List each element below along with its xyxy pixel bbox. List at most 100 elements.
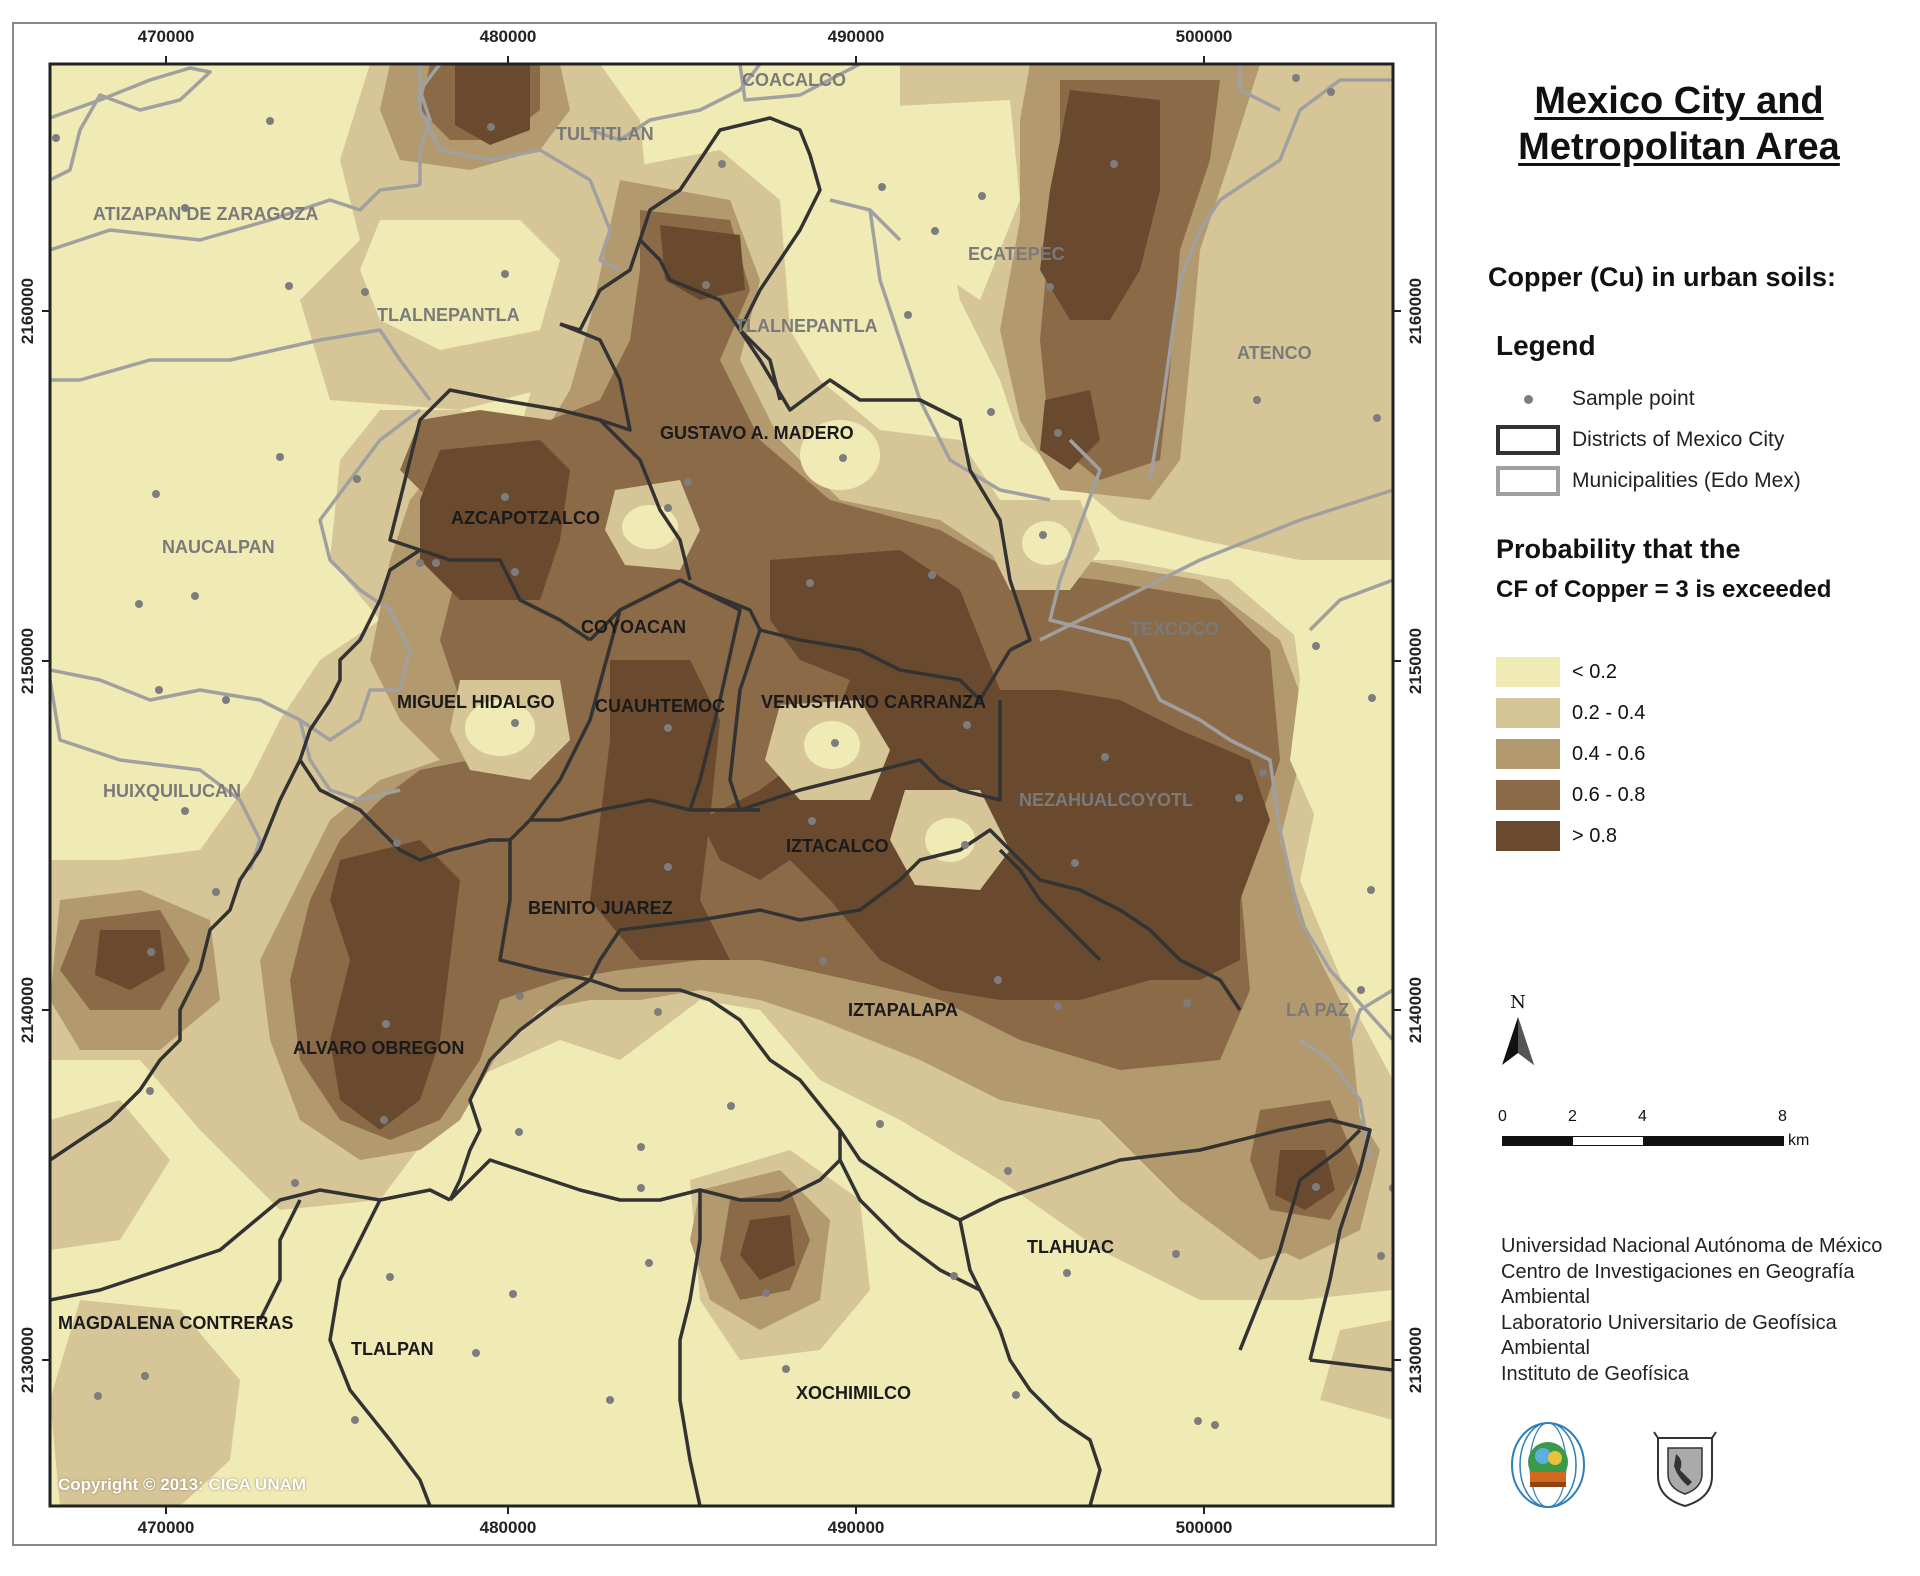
probability-heading-line1: Probability that the <box>1496 534 1741 564</box>
municipality-label-atenco: ATENCO <box>1237 343 1312 363</box>
municipality-border-swatch <box>1496 466 1560 496</box>
class-06-08: 0.6 - 0.8 <box>1496 778 1645 812</box>
municipality-label-coacalco: COACALCO <box>742 70 846 90</box>
district-label-magdalena-contreras: MAGDALENA CONTRERAS <box>58 1313 294 1333</box>
north-arrow-icon <box>1502 1017 1534 1065</box>
institution-line: Universidad Nacional Autónoma de México <box>1501 1235 1883 1257</box>
district-label-tlahuac: TLAHUAC <box>1027 1237 1114 1257</box>
scale-label-8: 8 <box>1778 1108 1787 1125</box>
district-label-miguel-hidalgo: MIGUEL HIDALGO <box>397 692 555 712</box>
y-tick-left: 2130000 <box>18 1326 37 1394</box>
legend-heading: Legend <box>1496 330 1596 361</box>
y-tick-left: 2150000 <box>18 627 37 695</box>
x-tick-bottom: 480000 <box>479 1518 537 1537</box>
ciga-logo-icon <box>1511 1422 1585 1508</box>
class-lt02: < 0.2 <box>1496 655 1617 689</box>
map-title-line2: Metropolitan Area <box>1518 126 1840 168</box>
class-04-06: 0.4 - 0.6 <box>1496 737 1645 771</box>
legend-item-municipalities: Municipalities (Edo Mex) <box>1496 464 1801 498</box>
district-label-benito-juarez: BENITO JUAREZ <box>528 898 673 918</box>
class-label: > 0.8 <box>1572 824 1618 847</box>
x-tick-bottom: 470000 <box>137 1518 195 1537</box>
municipality-label-atizapan-de-zaragoza: ATIZAPAN DE ZARAGOZA <box>93 204 319 224</box>
zone-holes-lt02 <box>360 100 1393 862</box>
map-neatline <box>48 62 1395 1508</box>
map-title-line1: Mexico City and <box>1534 80 1824 122</box>
north-arrow: N <box>1498 992 1538 1078</box>
probability-heading-line2: CF of Copper = 3 is exceeded <box>1496 576 1832 603</box>
class-label: 0.4 - 0.6 <box>1572 742 1646 765</box>
municipality-label-huixquilucan: HUIXQUILUCAN <box>103 781 241 801</box>
class-swatch <box>1496 657 1560 687</box>
class-gt08: > 0.8 <box>1496 819 1617 853</box>
municipality-label-naucalpan: NAUCALPAN <box>162 537 275 557</box>
legend-label: Districts of Mexico City <box>1572 428 1785 451</box>
institution-line: Centro de Investigaciones en Geografía <box>1501 1260 1855 1283</box>
municipality-label-la-paz: LA PAZ <box>1286 1000 1349 1020</box>
municipality-label-ecatepec: ECATEPEC <box>968 244 1065 264</box>
institution-line: Instituto de Geofísica <box>1501 1362 1689 1385</box>
x-tick-top: 480000 <box>479 27 537 46</box>
district-borders <box>50 116 1393 1506</box>
municipality-label-tlalnepantla: TLALNEPANTLA <box>377 305 520 325</box>
institution-line: Ambiental <box>1501 1286 1590 1308</box>
municipality-borders <box>50 64 1393 1161</box>
legend-label: Sample point <box>1572 387 1695 410</box>
x-tick-top: 490000 <box>827 27 885 46</box>
sample-point-icon <box>1496 384 1560 414</box>
district-label-coyoacan: COYOACAN <box>581 617 687 637</box>
zone-gt08 <box>95 64 1335 1280</box>
district-border-swatch <box>1496 425 1560 455</box>
unam-shield-icon <box>1653 1431 1717 1508</box>
y-tick-right: 2160000 <box>1406 277 1425 345</box>
y-tick-left: 2160000 <box>18 277 37 345</box>
class-swatch <box>1496 780 1560 810</box>
sample-points <box>52 74 1393 1429</box>
municipality-label-nezahualcoyotl: NEZAHUALCOYOTL <box>1019 790 1193 810</box>
institution-credits: Universidad Nacional Autónoma de México … <box>1501 1234 1882 1387</box>
district-label-cuauhtemoc: CUAUHTEMOC <box>595 696 725 716</box>
district-label-alvaro-obregon: ALVARO OBREGON <box>293 1038 465 1058</box>
map-subtitle: Copper (Cu) in urban soils: <box>1488 262 1836 292</box>
scale-unit: km <box>1788 1132 1810 1149</box>
y-tick-left: 2140000 <box>18 976 37 1044</box>
x-tick-top: 470000 <box>137 27 195 46</box>
tick-marks <box>42 56 1401 1514</box>
legend-label: Municipalities (Edo Mex) <box>1572 469 1801 492</box>
institution-line: Laboratorio Universitario de Geofísica <box>1501 1311 1837 1334</box>
class-02-04: 0.2 - 0.4 <box>1496 696 1645 730</box>
y-tick-right: 2140000 <box>1406 976 1425 1044</box>
municipality-label-tlalnepantla-east: TLALNEPANTLA <box>735 316 878 336</box>
copyright-notice: Copyright © 2013: CIGA UNAM <box>58 1475 307 1494</box>
scale-label-4: 4 <box>1638 1108 1647 1125</box>
district-label-azcapotzalco: AZCAPOTZALCO <box>451 508 600 528</box>
class-swatch <box>1496 739 1560 769</box>
district-label-xochimilco: XOCHIMILCO <box>796 1383 911 1403</box>
legend-item-sample-point: Sample point <box>1496 382 1695 416</box>
map-title: Mexico City and Metropolitan Area <box>1484 78 1874 170</box>
scale-bar-graphic <box>1502 1136 1784 1146</box>
class-swatch <box>1496 821 1560 851</box>
north-label: N <box>1510 992 1526 1013</box>
x-tick-bottom: 490000 <box>827 1518 885 1537</box>
district-label-iztacalco: IZTACALCO <box>786 836 889 856</box>
scale-label-2: 2 <box>1568 1108 1577 1125</box>
scale-label-0: 0 <box>1498 1108 1507 1125</box>
class-label: 0.2 - 0.4 <box>1572 701 1646 724</box>
district-label-tlalpan: TLALPAN <box>351 1339 434 1359</box>
scale-bar: 0 2 4 8 km <box>1498 1108 1818 1149</box>
district-label-gustavo-a-madero: GUSTAVO A. MADERO <box>660 423 854 443</box>
legend-item-districts: Districts of Mexico City <box>1496 423 1784 457</box>
institution-line: Ambiental <box>1501 1337 1590 1359</box>
municipality-label-tultitlan: TULTITLAN <box>556 124 654 144</box>
class-swatch <box>1496 698 1560 728</box>
x-tick-bottom: 500000 <box>1175 1518 1233 1537</box>
y-tick-right: 2130000 <box>1406 1326 1425 1394</box>
y-tick-right: 2150000 <box>1406 627 1425 695</box>
class-label: 0.6 - 0.8 <box>1572 783 1646 806</box>
x-tick-top: 500000 <box>1175 27 1233 46</box>
district-label-iztapalapa: IZTAPALAPA <box>848 1000 958 1020</box>
class-label: < 0.2 <box>1572 660 1618 683</box>
probability-map <box>42 56 1401 1514</box>
district-label-venustiano-carranza: VENUSTIANO CARRANZA <box>761 692 986 712</box>
